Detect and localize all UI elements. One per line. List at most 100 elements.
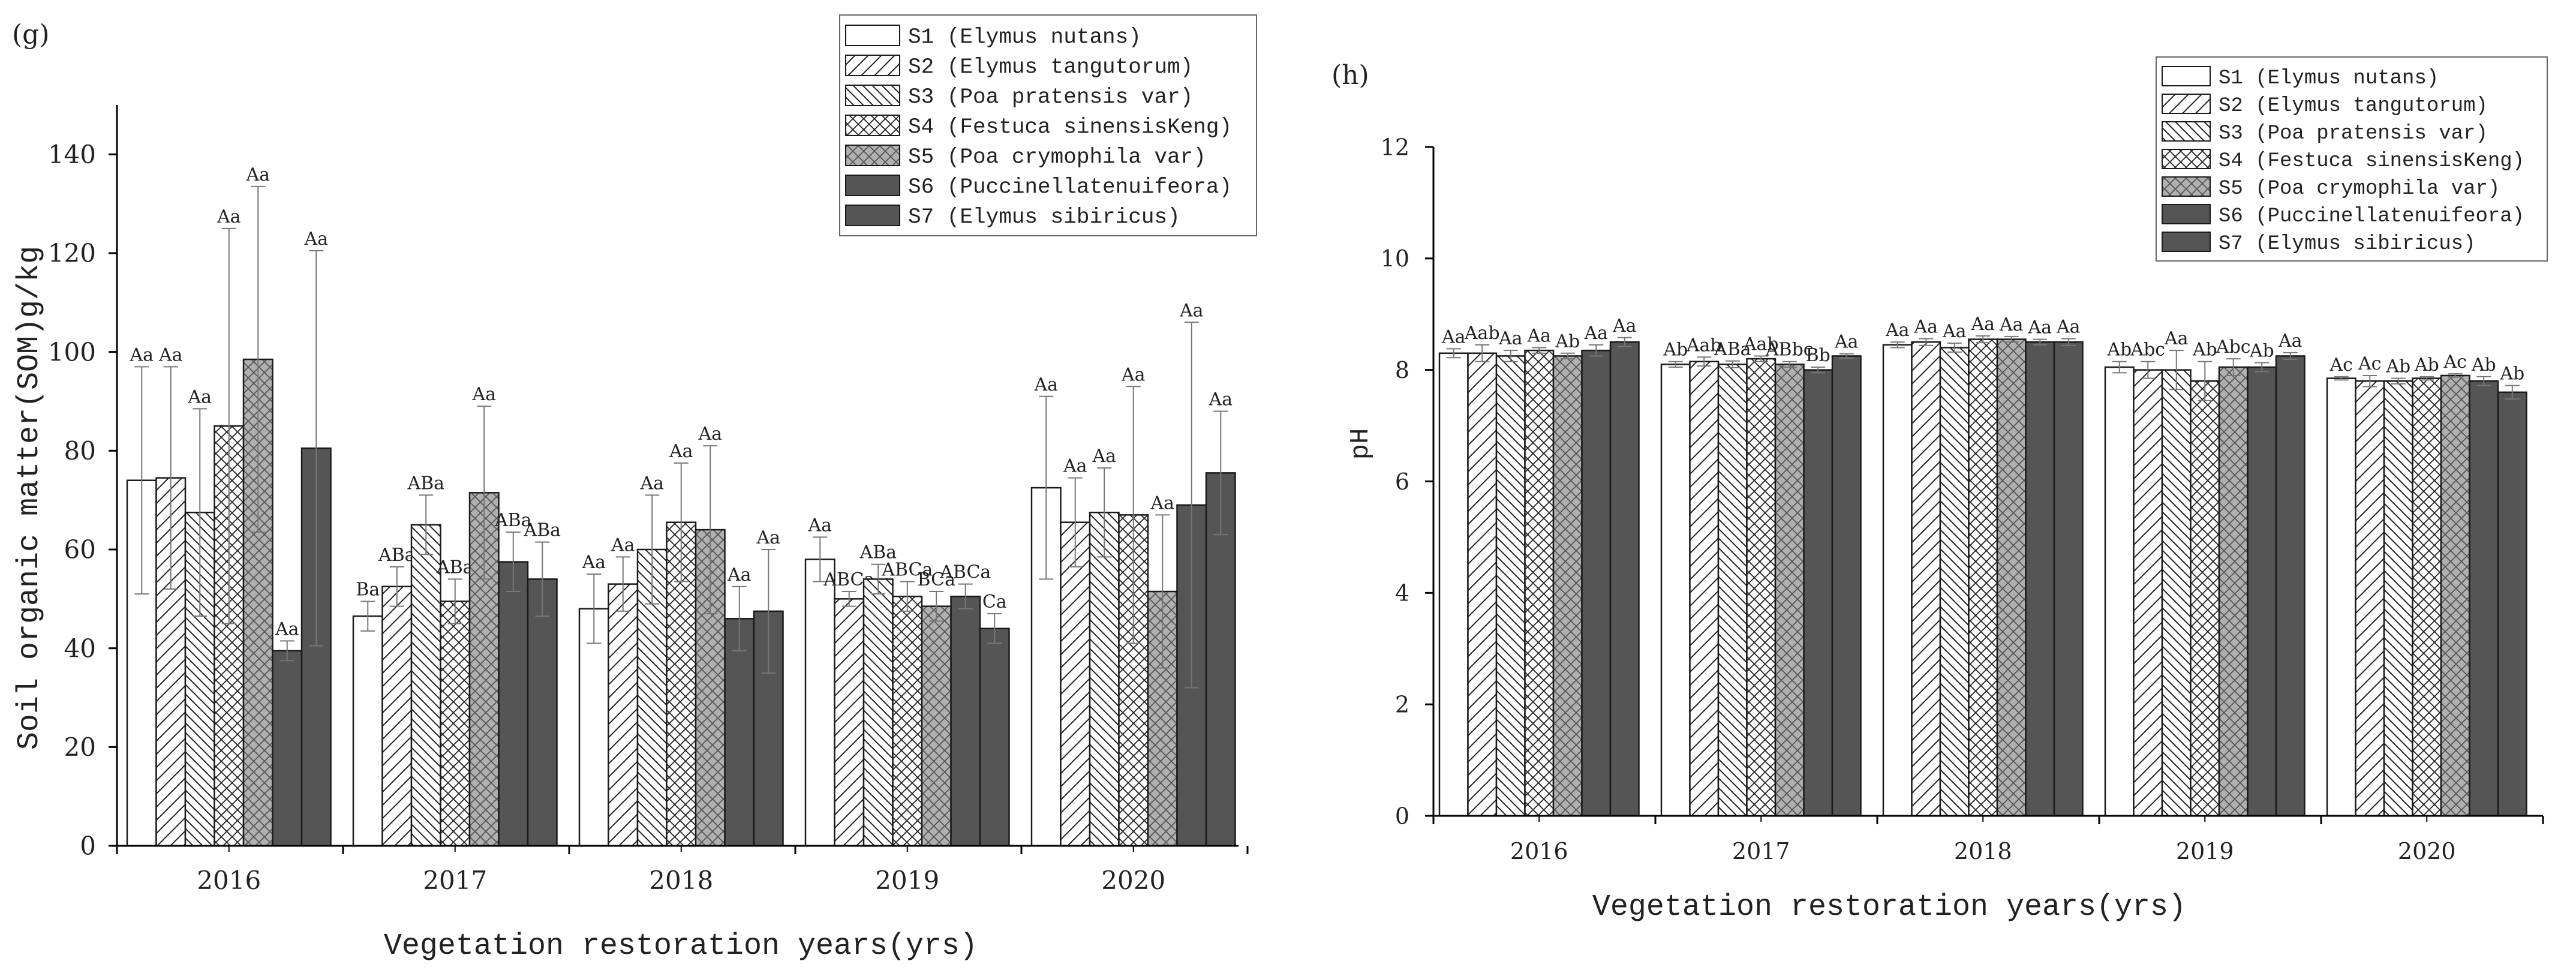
error-bar bbox=[134, 366, 149, 595]
bar-g-s6-2019 bbox=[950, 595, 981, 847]
legend-label: S5 (Poa crymophila var) bbox=[2219, 178, 2500, 200]
legend-item: S6 (Puccinellatenuifeora) bbox=[845, 175, 1232, 200]
bar-h-s2-2017 bbox=[1689, 361, 1720, 817]
error-bar bbox=[674, 462, 689, 582]
y-tick-label: 10 bbox=[1381, 245, 1409, 272]
bar-g-s5-2019 bbox=[921, 605, 952, 847]
significance-label: Aa bbox=[727, 564, 752, 585]
error-bar bbox=[1155, 514, 1170, 669]
y-tick-label: 20 bbox=[64, 732, 96, 762]
error-bar bbox=[193, 408, 208, 617]
bar-h-s3-2019 bbox=[2161, 369, 2192, 817]
significance-label: Aa bbox=[158, 344, 183, 365]
bar-h-s4-2016 bbox=[1524, 349, 1555, 817]
significance-label: Ab bbox=[2471, 355, 2496, 376]
legend-label: S3 (Poa pratensis var) bbox=[2219, 122, 2488, 145]
error-bar bbox=[1589, 344, 1604, 357]
axes-h bbox=[1432, 147, 2543, 817]
significance-label: Aa bbox=[1033, 374, 1058, 395]
significance-label: ABbc bbox=[1765, 340, 1814, 361]
significance-label: Aa bbox=[639, 473, 664, 494]
bar-g-s6-2017 bbox=[498, 561, 529, 847]
significance-label: Aa bbox=[187, 386, 212, 407]
bar-g-s2-2020 bbox=[1060, 521, 1091, 847]
bar-h-s6-2016 bbox=[1581, 349, 1612, 817]
error-bar bbox=[645, 494, 660, 605]
legend-swatch bbox=[845, 175, 900, 196]
significance-label: Ac bbox=[2358, 353, 2381, 374]
panel-label-g: (g) bbox=[12, 19, 50, 50]
significance-label: ABa bbox=[523, 520, 561, 541]
x-tick-label: 2020 bbox=[2398, 838, 2456, 864]
bar-h-s5-2017 bbox=[1774, 364, 1805, 817]
significance-label: Ab bbox=[1555, 331, 1580, 352]
legend-label: S6 (Puccinellatenuifeora) bbox=[908, 175, 1232, 200]
error-bar bbox=[2004, 335, 2019, 343]
x-axis-ticks-h: 2016 2017 2018 2019 2020 bbox=[1432, 816, 2544, 864]
error-bar bbox=[2226, 358, 2241, 376]
y-tick-label: 40 bbox=[64, 633, 96, 663]
legend-swatch bbox=[845, 145, 900, 166]
x-axis-label-h: Vegetation restoration years(yrs) bbox=[1592, 890, 2186, 924]
significance-label: Aa bbox=[1583, 323, 1608, 344]
significance-label: Aa bbox=[698, 424, 722, 445]
error-bar bbox=[2198, 361, 2213, 401]
significance-label: Aab bbox=[1743, 334, 1779, 355]
error-bar bbox=[1475, 344, 1490, 362]
error-bar bbox=[1503, 350, 1518, 362]
bar-h-s4-2019 bbox=[2190, 380, 2220, 817]
bar-h-s3-2018 bbox=[1939, 347, 1970, 817]
error-bar bbox=[1976, 335, 1991, 344]
bar-g-s2-2019 bbox=[834, 598, 865, 847]
bar-g-s3-2020 bbox=[1089, 512, 1120, 847]
error-bar bbox=[2391, 377, 2406, 385]
error-bar bbox=[761, 549, 776, 674]
significance-label: Aa bbox=[1092, 446, 1116, 467]
bar-h-s2-2019 bbox=[2133, 369, 2163, 817]
legend-item: S2 (Elymus tangutorum) bbox=[2162, 94, 2488, 118]
significance-label: Aa bbox=[1441, 326, 1466, 347]
error-bar bbox=[389, 566, 404, 607]
x-tick-label: 2018 bbox=[649, 866, 713, 895]
legend-label: S3 (Poa pratensis var) bbox=[908, 85, 1193, 110]
significance-label: Aa bbox=[303, 229, 328, 250]
error-bar bbox=[1560, 352, 1575, 360]
bar-g-s1-2017 bbox=[352, 615, 383, 847]
error-bar bbox=[447, 578, 462, 624]
legend-item: S6 (Puccinellatenuifeora) bbox=[2162, 204, 2524, 228]
significance-label: Aa bbox=[1150, 492, 1174, 513]
error-bar bbox=[958, 583, 973, 609]
bar-h-s6-2018 bbox=[2025, 341, 2055, 817]
bar-h-s7-2019 bbox=[2275, 355, 2306, 817]
axes-g bbox=[116, 105, 1239, 847]
error-bar bbox=[929, 590, 944, 622]
panel-label-h: (h) bbox=[1331, 60, 1369, 91]
legend-item: S7 (Elymus sibiricus) bbox=[845, 205, 1180, 230]
error-bar bbox=[1068, 477, 1083, 567]
y-tick-label: 2 bbox=[1395, 691, 1409, 717]
legend-item: S4 (Festuca sinensisKeng) bbox=[2162, 149, 2524, 173]
significance-label: Aa bbox=[1498, 328, 1523, 349]
bar-h-s3-2017 bbox=[1717, 364, 1748, 817]
error-bar bbox=[1617, 337, 1632, 347]
significance-label: Aa bbox=[1885, 320, 1910, 341]
legend-label: S6 (Puccinellatenuifeora) bbox=[2219, 205, 2524, 228]
legend-box bbox=[839, 14, 1257, 236]
legend-label: S2 (Elymus tangutorum) bbox=[2219, 95, 2488, 118]
error-bar bbox=[2419, 376, 2434, 381]
legend-swatch bbox=[2162, 121, 2211, 142]
error-bar bbox=[1725, 360, 1740, 368]
legend-swatch bbox=[2162, 94, 2211, 114]
x-tick-label: 2016 bbox=[1510, 838, 1568, 864]
significance-label: ABa bbox=[436, 557, 474, 578]
error-bar bbox=[1811, 367, 1826, 374]
legend-h: S1 (Elymus nutans) S2 (Elymus tangutorum)… bbox=[2156, 56, 2548, 262]
error-bar bbox=[1839, 353, 1854, 359]
bar-h-s7-2018 bbox=[2053, 341, 2084, 817]
error-bar bbox=[2112, 361, 2127, 374]
bar-h-s7-2017 bbox=[1831, 355, 1862, 817]
error-bar bbox=[2334, 376, 2349, 381]
y-tick-label: 0 bbox=[80, 831, 96, 861]
bar-g-s7-2017 bbox=[527, 578, 558, 847]
